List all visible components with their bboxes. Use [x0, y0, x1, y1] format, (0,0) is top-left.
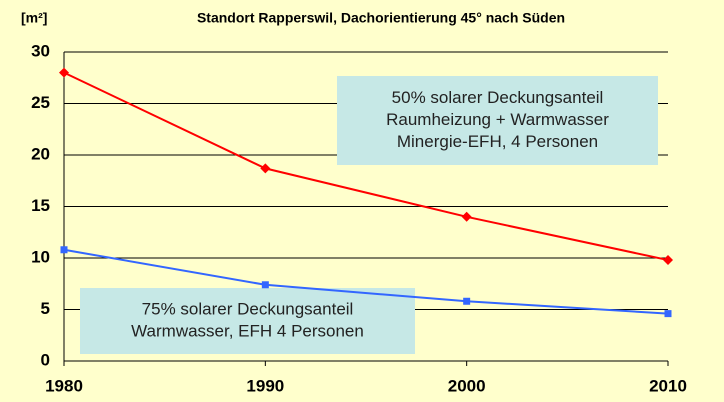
annotation: 50% solarer Deckungsanteil — [392, 88, 604, 107]
point — [664, 310, 672, 318]
annotation-box — [80, 288, 415, 354]
y-tick-label: 25 — [31, 93, 50, 112]
x-tick-label: 2000 — [448, 376, 486, 395]
series-line — [63, 248, 669, 315]
chart-title: Standort Rapperswil, Dachorientierung 45… — [197, 10, 565, 26]
y-tick-label: 15 — [31, 196, 50, 215]
y-tick-label: 10 — [31, 247, 50, 266]
point — [463, 297, 471, 305]
y-tick-label: 0 — [41, 350, 50, 369]
series-line — [63, 71, 669, 262]
point — [60, 246, 68, 254]
point — [461, 211, 472, 222]
point — [59, 67, 69, 78]
y-tick-label: 5 — [41, 299, 50, 318]
y-tick-label: 30 — [31, 41, 50, 60]
point — [663, 255, 673, 266]
annotation: 75% solarer Deckungsanteil — [142, 299, 354, 318]
annotation: Minergie-EFH, 4 Personen — [397, 132, 598, 151]
x-tick-label: 1990 — [246, 376, 284, 395]
x-tick-label: 1980 — [45, 376, 83, 395]
point — [261, 281, 269, 289]
point — [260, 163, 271, 174]
x-tick-label: 2010 — [649, 376, 687, 395]
y-tick-label: 20 — [31, 144, 50, 163]
annotation: Warmwasser, EFH 4 Personen — [131, 321, 364, 340]
annotation-box — [337, 76, 658, 165]
annotation: Raumheizung + Warmwasser — [386, 110, 609, 129]
y-axis-label: [m²] — [21, 10, 47, 26]
